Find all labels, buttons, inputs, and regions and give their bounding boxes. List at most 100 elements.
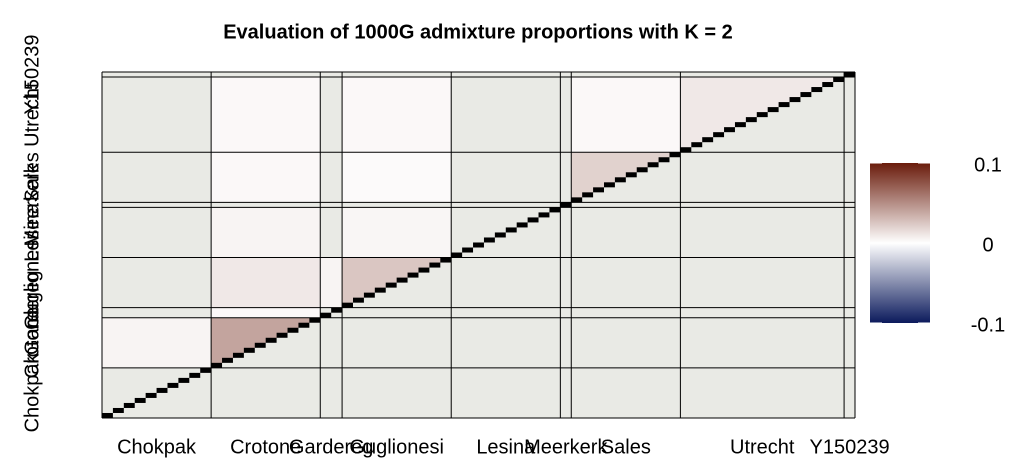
- diagonal-cell: [440, 257, 452, 263]
- y-tick-label: Crotone: [21, 307, 43, 378]
- diagonal-cell: [102, 412, 113, 418]
- heat-cell: [320, 257, 343, 308]
- diagonal-cell: [647, 162, 659, 168]
- diagonal-cell: [112, 407, 124, 413]
- diagonal-cell: [331, 307, 343, 313]
- diagonal-cell: [211, 362, 223, 368]
- diagonal-cell: [287, 327, 299, 333]
- diagonal-cell: [462, 247, 474, 253]
- y-tick-label: Meerkerk: [21, 162, 43, 246]
- diagonal-cell: [844, 72, 855, 78]
- diagonal-cell: [298, 322, 310, 328]
- heat-cell: [211, 77, 321, 153]
- heat-cell: [571, 77, 681, 153]
- diagonal-cell: [134, 397, 146, 403]
- diagonal-cell: [265, 337, 277, 343]
- diagonal-cell: [429, 262, 441, 268]
- diagonal-cell: [724, 127, 735, 133]
- diagonal-cell: [353, 297, 364, 303]
- x-tick-label: Gardereg: [289, 436, 374, 458]
- diagonal-cell: [254, 342, 266, 348]
- diagonal-cell: [189, 372, 201, 378]
- diagonal-cell: [451, 252, 463, 258]
- diagonal-cell: [625, 172, 637, 178]
- diagonal-cell: [320, 312, 332, 318]
- diagonal-cell: [713, 132, 725, 138]
- diagonal-cell: [516, 222, 528, 228]
- diagonal-cell: [483, 237, 495, 243]
- diagonal-cell: [123, 402, 135, 408]
- colorbar-tick-label: 0: [982, 234, 993, 256]
- diagonal-cell: [178, 377, 190, 383]
- diagonal-cell: [582, 192, 594, 198]
- y-tick-label: Y150239: [21, 34, 43, 114]
- diagonal-cell: [407, 272, 419, 278]
- heat-cell: [342, 152, 452, 203]
- diagonal-cell: [222, 357, 233, 363]
- diagonal-cell: [822, 82, 834, 88]
- diagonal-cell: [800, 92, 812, 98]
- diagonal-cell: [276, 332, 288, 338]
- y-tick-label: Lesina: [21, 202, 43, 262]
- heat-cell: [211, 207, 321, 258]
- diagonal-cell: [418, 267, 430, 273]
- diagonal-cell: [789, 97, 801, 103]
- diagonal-cell: [309, 317, 321, 323]
- heat-cell: [211, 152, 321, 203]
- diagonal-cell: [243, 347, 255, 353]
- diagonal-cell: [232, 352, 244, 358]
- diagonal-cell: [527, 217, 539, 223]
- diagonal-cell: [167, 382, 179, 388]
- diagonal-cell: [505, 227, 517, 233]
- diagonal-cell: [702, 137, 714, 143]
- y-tick-label: Sales: [21, 152, 43, 202]
- diagonal-cell: [604, 182, 615, 188]
- diagonal-cell: [636, 167, 648, 173]
- x-tick-label: Meerkerk: [524, 436, 608, 458]
- diagonal-cell: [745, 117, 757, 123]
- diagonal-cell: [680, 147, 692, 153]
- diagonal-cell: [156, 387, 168, 393]
- heat-cell: [211, 257, 321, 308]
- diagonal-cell: [658, 157, 670, 163]
- diagonal-cell: [778, 102, 790, 108]
- y-tick-label: Utrecht: [21, 82, 43, 147]
- diagonal-cell: [374, 287, 386, 293]
- diagonal-cell: [363, 292, 375, 298]
- colorbar-tick-label: 0.1: [974, 154, 1002, 176]
- x-tick-label: Y150239: [810, 436, 890, 458]
- heat-cell: [342, 207, 452, 258]
- diagonal-cell: [145, 392, 157, 398]
- diagonal-cell: [571, 197, 583, 203]
- diagonal-cell: [538, 212, 550, 218]
- diagonal-cell: [549, 207, 561, 213]
- diagonal-cell: [396, 277, 408, 283]
- heat-cell: [102, 317, 212, 368]
- y-tick-label: Gardereg: [21, 270, 43, 355]
- colorbar-tick-label: -0.1: [971, 314, 1005, 336]
- x-tick-label: Crotone: [230, 436, 301, 458]
- diagonal-cell: [811, 87, 823, 93]
- diagonal-cell: [767, 107, 779, 113]
- diagonal-cell: [494, 232, 506, 238]
- y-tick-label: Guglionesi: [21, 235, 43, 330]
- diagonal-cell: [385, 282, 397, 288]
- diagonal-cell: [560, 202, 572, 208]
- diagonal-cell: [833, 77, 845, 83]
- diagonal-cell: [614, 177, 626, 183]
- diagonal-cell: [691, 142, 703, 148]
- diagonal-cell: [669, 152, 681, 158]
- y-tick-label: Chokpak: [21, 352, 43, 432]
- diagonal-cell: [342, 302, 353, 308]
- diagonal-cell: [756, 112, 768, 118]
- x-tick-label: Sales: [601, 436, 651, 458]
- diagonal-cell: [473, 242, 484, 248]
- x-tick-label: Utrecht: [730, 436, 795, 458]
- diagonal-cell: [593, 187, 604, 193]
- x-tick-label: Chokpak: [117, 436, 197, 458]
- x-tick-label: Lesina: [476, 436, 536, 458]
- heat-cell: [342, 77, 452, 153]
- heat-cell: [211, 307, 321, 318]
- diagonal-cell: [200, 367, 212, 373]
